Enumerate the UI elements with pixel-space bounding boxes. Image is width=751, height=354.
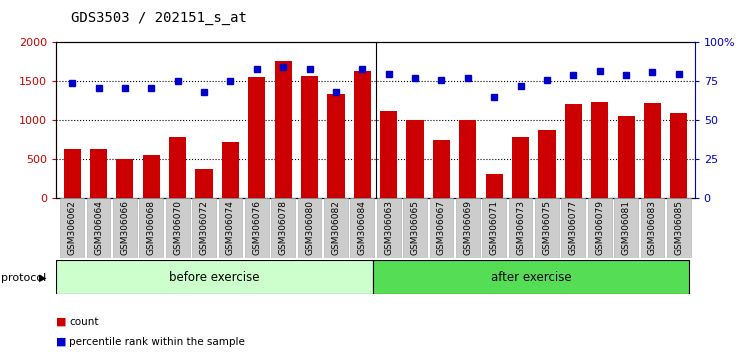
Text: GSM306075: GSM306075 (542, 200, 551, 255)
Text: GSM306083: GSM306083 (648, 200, 657, 255)
Text: GSM306064: GSM306064 (94, 200, 103, 255)
Bar (275, 61, 291, 198)
Bar (64, 149, 80, 198)
Text: GSM306071: GSM306071 (490, 200, 499, 255)
FancyBboxPatch shape (667, 198, 691, 258)
Bar (406, 120, 424, 198)
FancyBboxPatch shape (219, 198, 243, 258)
Text: GSM306068: GSM306068 (146, 200, 155, 255)
Text: percentile rank within the sample: percentile rank within the sample (69, 337, 245, 347)
Bar (380, 111, 397, 198)
Text: protocol: protocol (1, 273, 46, 283)
Text: GSM306063: GSM306063 (385, 200, 394, 255)
Bar (249, 77, 265, 198)
Text: GSM306079: GSM306079 (596, 200, 605, 255)
FancyBboxPatch shape (403, 198, 427, 258)
Bar (169, 137, 186, 198)
Bar (460, 120, 476, 198)
Text: GSM306072: GSM306072 (200, 200, 209, 255)
Bar (354, 70, 371, 198)
Text: GSM306073: GSM306073 (516, 200, 525, 255)
FancyBboxPatch shape (140, 198, 163, 258)
FancyBboxPatch shape (482, 198, 506, 258)
FancyBboxPatch shape (192, 198, 216, 258)
FancyBboxPatch shape (562, 198, 585, 258)
Bar (301, 76, 318, 198)
Bar (143, 155, 160, 198)
Bar (486, 174, 502, 198)
Bar (116, 159, 134, 198)
FancyBboxPatch shape (641, 198, 665, 258)
Bar (433, 140, 450, 198)
Text: ■: ■ (56, 317, 67, 327)
Text: GSM306081: GSM306081 (622, 200, 631, 255)
Text: GSM306077: GSM306077 (569, 200, 578, 255)
Text: before exercise: before exercise (169, 270, 260, 284)
FancyBboxPatch shape (588, 198, 611, 258)
Text: GSM306085: GSM306085 (674, 200, 683, 255)
FancyBboxPatch shape (324, 198, 348, 258)
FancyBboxPatch shape (351, 198, 374, 258)
FancyBboxPatch shape (430, 198, 454, 258)
FancyBboxPatch shape (245, 198, 269, 258)
FancyBboxPatch shape (86, 198, 110, 258)
FancyBboxPatch shape (372, 260, 689, 294)
FancyBboxPatch shape (271, 198, 295, 258)
Bar (671, 113, 687, 198)
Text: GSM306067: GSM306067 (437, 200, 446, 255)
Text: GSM306070: GSM306070 (173, 200, 182, 255)
Bar (195, 169, 213, 198)
Text: GSM306074: GSM306074 (226, 200, 235, 255)
FancyBboxPatch shape (614, 198, 638, 258)
Text: GSM306062: GSM306062 (68, 200, 77, 255)
Text: GSM306078: GSM306078 (279, 200, 288, 255)
Text: GSM306065: GSM306065 (411, 200, 420, 255)
Text: GSM306076: GSM306076 (252, 200, 261, 255)
FancyBboxPatch shape (113, 198, 137, 258)
Text: GSM306066: GSM306066 (120, 200, 129, 255)
Bar (90, 149, 107, 198)
FancyBboxPatch shape (535, 198, 559, 258)
Bar (565, 104, 582, 198)
Text: GSM306069: GSM306069 (463, 200, 472, 255)
Text: GDS3503 / 202151_s_at: GDS3503 / 202151_s_at (71, 11, 247, 25)
Bar (512, 137, 529, 198)
Bar (327, 94, 345, 198)
FancyBboxPatch shape (56, 260, 372, 294)
FancyBboxPatch shape (377, 198, 400, 258)
FancyBboxPatch shape (508, 198, 532, 258)
Text: GSM306082: GSM306082 (331, 200, 340, 255)
Bar (222, 142, 239, 198)
Text: ▶: ▶ (39, 273, 47, 283)
FancyBboxPatch shape (297, 198, 321, 258)
Bar (591, 102, 608, 198)
Text: GSM306080: GSM306080 (305, 200, 314, 255)
Text: ■: ■ (56, 337, 67, 347)
Bar (644, 103, 661, 198)
Text: GSM306084: GSM306084 (357, 200, 366, 255)
Text: count: count (69, 317, 98, 327)
FancyBboxPatch shape (166, 198, 189, 258)
Text: after exercise: after exercise (491, 270, 572, 284)
FancyBboxPatch shape (60, 198, 84, 258)
Bar (538, 131, 556, 198)
FancyBboxPatch shape (456, 198, 480, 258)
Bar (617, 116, 635, 198)
